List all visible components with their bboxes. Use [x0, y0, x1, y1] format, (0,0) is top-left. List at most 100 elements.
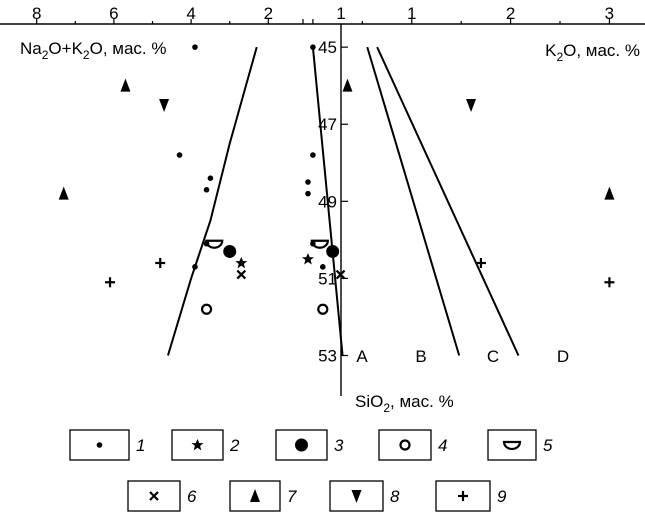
legend-box	[275, 429, 328, 461]
cross-stroke	[335, 269, 346, 280]
point-left-dot	[176, 152, 183, 158]
point-left-semicircle	[205, 239, 224, 249]
point-left-dot	[192, 44, 198, 50]
dot-mark	[207, 175, 214, 181]
legend-symbol-big-dot	[295, 438, 308, 452]
point-left-dot	[207, 175, 214, 181]
y-tick-label: 45	[318, 38, 337, 57]
star-mark	[191, 439, 204, 451]
point-right-dot	[305, 179, 311, 185]
triangle-up-mark	[250, 489, 260, 502]
legend-symbol-circle	[399, 439, 411, 451]
boundary-line	[311, 47, 344, 356]
point-left-triangle-up	[120, 78, 131, 92]
point-right-cross	[335, 269, 346, 280]
x-tick-label-center: 1	[336, 4, 345, 23]
triangle-down-mark	[159, 98, 170, 112]
point-left-cross	[236, 269, 247, 280]
point-right-dot	[319, 264, 326, 270]
boundary-curve-left	[166, 46, 258, 356]
point-right-triangle-up	[342, 78, 353, 92]
x-tick-label-left: 8	[32, 4, 41, 23]
legend-label-1: 1	[136, 436, 145, 455]
legend-box	[435, 480, 491, 512]
x-tick-label-right: 2	[506, 4, 515, 23]
dot-mark	[176, 152, 183, 158]
boundary-line	[366, 46, 461, 356]
legend-symbol-cross	[149, 491, 159, 501]
point-right-circle	[317, 303, 329, 315]
dot-mark	[310, 152, 316, 158]
legend-box	[127, 480, 181, 512]
star-mark	[235, 257, 248, 269]
point-right-star	[301, 253, 314, 265]
semicircle-mark	[205, 239, 224, 249]
boundary-line	[376, 46, 520, 356]
triangle-up-mark	[58, 186, 69, 200]
legend-box	[378, 429, 432, 461]
point-right-dot	[305, 190, 311, 197]
legend-label-3: 3	[334, 436, 344, 455]
big-dot-mark	[326, 244, 340, 258]
legend-symbol-triangle-down	[351, 490, 362, 503]
legend-symbol-semicircle	[502, 440, 522, 451]
point-right-plus	[475, 258, 486, 269]
y-axis-title: SiO2, мас. %	[355, 392, 454, 415]
point-left-plus	[155, 258, 166, 269]
circle-mark	[200, 303, 213, 315]
y-tick-label: 51	[318, 269, 337, 288]
legend-label-9: 9	[497, 487, 507, 506]
cross-stroke	[236, 269, 247, 280]
point-right-big-dot	[326, 244, 340, 258]
point-left-dot	[203, 186, 210, 193]
legend-symbol-star	[191, 439, 204, 451]
semicircle-mark	[502, 440, 522, 451]
legend-box	[171, 429, 224, 461]
dot-mark	[305, 190, 311, 197]
legend-box	[229, 480, 281, 512]
field-label-c: C	[487, 347, 499, 366]
triangle-up-mark	[342, 78, 353, 92]
circle-mark	[317, 303, 329, 315]
legend-label-6: 6	[187, 487, 197, 506]
field-label-a: A	[356, 347, 368, 366]
legend-label-4: 4	[438, 436, 447, 455]
star-mark	[301, 253, 314, 265]
circle-mark	[399, 439, 411, 451]
point-left-star	[235, 257, 248, 269]
point-left-plus	[105, 277, 116, 288]
triangle-up-mark	[120, 78, 131, 92]
legend-symbol-triangle-up	[250, 489, 260, 502]
field-label-d: D	[557, 347, 569, 366]
x-tick-label-left: 4	[186, 4, 195, 23]
legend-label-5: 5	[543, 436, 553, 455]
y-tick-label: 53	[318, 347, 337, 366]
big-dot-mark	[295, 438, 308, 452]
dot-mark	[192, 44, 198, 50]
triangle-down-mark	[351, 490, 362, 503]
legend-box	[329, 480, 384, 512]
point-left-circle	[200, 303, 213, 315]
y-tick-label: 47	[318, 115, 337, 134]
triangle-up-mark	[604, 186, 615, 200]
x-tick-label-left: 2	[264, 4, 273, 23]
legend-box	[487, 429, 537, 461]
legend-symbol-plus	[458, 491, 468, 501]
legend-symbol-dot	[96, 442, 103, 448]
cross-stroke	[149, 491, 159, 501]
point-left-triangle-down	[159, 98, 170, 112]
point-left-big-dot	[223, 244, 237, 258]
big-dot-mark	[223, 244, 237, 258]
point-right-semicircle	[310, 239, 329, 249]
dot-mark	[203, 186, 210, 193]
point-right-dot	[310, 152, 316, 158]
dot-mark	[305, 179, 311, 185]
field-label-b: B	[415, 347, 426, 366]
point-left-dot	[192, 264, 198, 270]
dot-mark	[319, 264, 326, 270]
legend-label-7: 7	[287, 487, 297, 506]
legend-box	[69, 429, 130, 461]
x-tick-label-right: 3	[605, 4, 614, 23]
semicircle-mark	[310, 239, 329, 249]
